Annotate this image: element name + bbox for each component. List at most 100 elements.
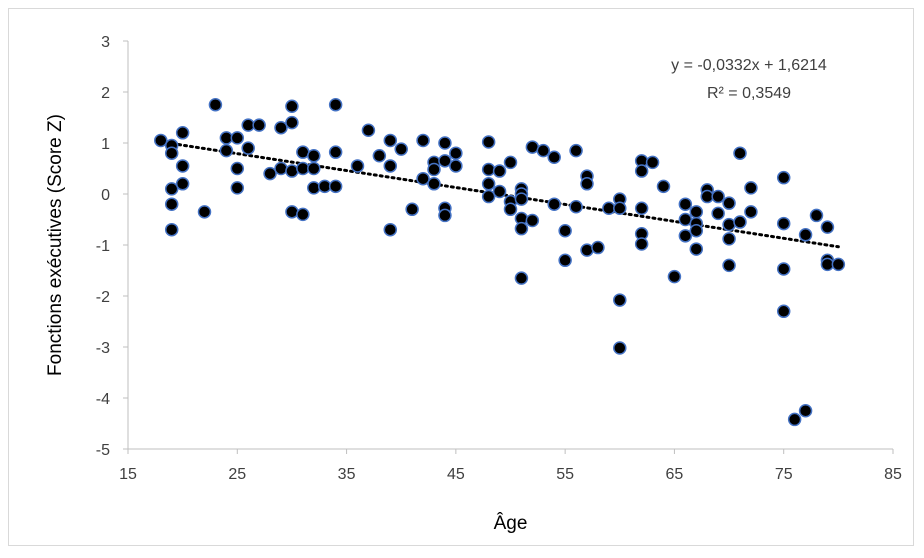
data-point bbox=[722, 258, 736, 273]
data-point bbox=[591, 240, 605, 255]
x-tick-label: 65 bbox=[666, 466, 684, 483]
data-point bbox=[383, 222, 398, 237]
data-point bbox=[776, 216, 791, 231]
data-point bbox=[678, 197, 693, 211]
axes bbox=[123, 40, 894, 454]
data-point bbox=[164, 197, 179, 211]
data-point bbox=[405, 202, 419, 217]
data-point bbox=[503, 155, 518, 170]
data-point bbox=[328, 145, 343, 159]
scatter-chart: -5 -4 -3 -2 -1 0 1 2 3 15 25 35 45 55 65 75 85 Âge Fonct… bbox=[45, 34, 902, 534]
data-point bbox=[427, 177, 441, 191]
trendline-r-squared: R² = 0,3549 bbox=[707, 85, 791, 102]
data-point bbox=[547, 150, 561, 165]
data-point bbox=[580, 243, 594, 257]
y-tick-label: 3 bbox=[101, 34, 110, 51]
data-point bbox=[350, 159, 365, 173]
data-point bbox=[634, 201, 649, 216]
data-point bbox=[678, 229, 693, 243]
data-point bbox=[722, 217, 736, 232]
data-point bbox=[722, 232, 736, 246]
data-point bbox=[361, 123, 376, 137]
data-point bbox=[809, 208, 824, 223]
data-point bbox=[634, 164, 649, 178]
data-point bbox=[776, 262, 791, 276]
y-tick-label: -5 bbox=[96, 442, 110, 459]
data-point bbox=[285, 99, 299, 114]
data-point bbox=[569, 143, 583, 158]
data-point bbox=[525, 213, 540, 228]
data-point bbox=[514, 271, 529, 285]
chart-frame: -5 -4 -3 -2 -1 0 1 2 3 15 25 35 45 55 65 75 85 Âge Fonct… bbox=[8, 8, 914, 546]
data-point bbox=[164, 146, 179, 160]
data-point bbox=[175, 126, 190, 140]
data-point bbox=[285, 115, 299, 130]
data-point bbox=[634, 237, 649, 251]
data-point bbox=[613, 201, 627, 216]
x-tick-label: 35 bbox=[338, 466, 356, 483]
data-point bbox=[154, 133, 168, 148]
data-point bbox=[328, 98, 343, 112]
data-point bbox=[798, 404, 813, 418]
data-point bbox=[536, 143, 551, 158]
data-point bbox=[733, 146, 747, 160]
data-point bbox=[274, 161, 288, 176]
data-point bbox=[613, 293, 627, 307]
data-point bbox=[449, 159, 463, 173]
data-point bbox=[328, 179, 343, 194]
y-tick-label: -1 bbox=[96, 238, 110, 255]
data-point bbox=[438, 208, 452, 223]
data-point bbox=[230, 181, 245, 195]
data-point bbox=[481, 189, 496, 204]
x-tick-label: 55 bbox=[556, 466, 574, 483]
data-point bbox=[558, 223, 572, 238]
data-point bbox=[307, 149, 321, 163]
y-axis-title: Fonctions exécutives (Score Z) bbox=[45, 114, 66, 376]
data-point bbox=[252, 118, 266, 132]
data-point bbox=[776, 170, 791, 185]
data-point bbox=[492, 184, 507, 199]
data-point bbox=[285, 205, 299, 219]
data-point bbox=[219, 143, 234, 158]
data-point bbox=[307, 161, 321, 176]
data-point bbox=[164, 222, 179, 237]
data-point bbox=[416, 171, 430, 186]
data-point bbox=[711, 206, 725, 221]
data-point bbox=[197, 205, 212, 219]
data-point bbox=[208, 98, 223, 112]
x-tick-label: 25 bbox=[228, 466, 246, 483]
data-point bbox=[733, 215, 747, 229]
data-point bbox=[580, 177, 594, 191]
data-point bbox=[481, 162, 496, 177]
data-point bbox=[689, 242, 704, 256]
data-point bbox=[798, 228, 813, 242]
data-point bbox=[481, 177, 496, 191]
data-point bbox=[372, 149, 387, 163]
y-tick-label: -4 bbox=[96, 391, 110, 408]
x-tick-label: 15 bbox=[119, 466, 137, 483]
data-point bbox=[481, 135, 496, 149]
data-point bbox=[547, 197, 561, 211]
data-point bbox=[241, 141, 255, 155]
data-point bbox=[296, 207, 310, 222]
data-point bbox=[427, 162, 441, 177]
data-point bbox=[383, 133, 398, 148]
x-axis-title: Âge bbox=[494, 512, 528, 534]
data-point bbox=[175, 177, 190, 191]
data-point bbox=[689, 205, 704, 219]
data-point bbox=[296, 145, 310, 159]
data-point bbox=[613, 341, 627, 355]
data-point bbox=[514, 221, 529, 236]
data-points bbox=[154, 98, 846, 427]
data-point bbox=[492, 164, 507, 178]
data-point bbox=[274, 120, 288, 135]
x-tick-label: 75 bbox=[775, 466, 793, 483]
data-point bbox=[514, 192, 529, 206]
data-point bbox=[230, 131, 245, 145]
data-point bbox=[787, 412, 802, 427]
data-point bbox=[438, 136, 452, 150]
trendline-equation: y = -0,0332x + 1,6214 bbox=[671, 57, 827, 74]
data-point bbox=[285, 164, 299, 178]
data-point bbox=[383, 159, 398, 173]
data-point bbox=[230, 161, 245, 176]
